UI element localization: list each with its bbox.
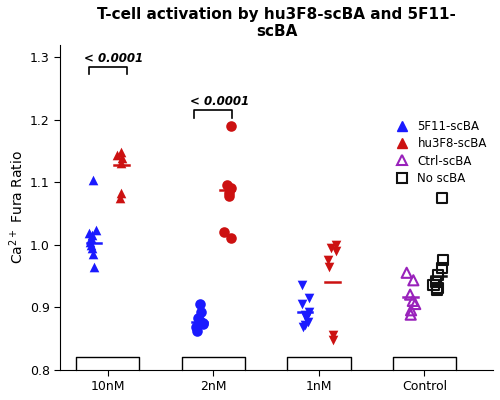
Point: [434, 285, 442, 292]
Point: [409, 298, 417, 304]
Point: [87, 242, 95, 248]
Point: [324, 257, 332, 264]
Point: [402, 270, 410, 276]
Point: [407, 307, 415, 314]
Point: [406, 292, 414, 298]
Point: [89, 251, 97, 257]
Point: [200, 321, 207, 327]
Point: [113, 152, 121, 158]
Point: [325, 263, 333, 270]
Point: [86, 238, 94, 245]
Point: [433, 286, 441, 293]
Point: [438, 194, 446, 201]
Point: [430, 282, 438, 288]
Point: [299, 324, 307, 330]
Y-axis label: Ca$^{2+}$ Fura Ratio: Ca$^{2+}$ Fura Ratio: [7, 150, 26, 264]
Point: [194, 314, 202, 321]
Point: [90, 263, 98, 270]
Point: [329, 336, 337, 343]
Point: [228, 185, 235, 192]
Point: [332, 248, 340, 254]
Point: [304, 294, 312, 301]
Point: [411, 301, 419, 307]
Point: [298, 282, 306, 288]
Title: T-cell activation by hu3F8-scBA and 5F11-
scBA: T-cell activation by hu3F8-scBA and 5F11…: [97, 7, 456, 39]
Point: [432, 279, 440, 285]
Point: [225, 193, 233, 199]
Point: [302, 322, 310, 328]
Text: < 0.0001: < 0.0001: [190, 96, 249, 108]
Point: [192, 324, 200, 330]
Point: [332, 242, 340, 248]
Point: [406, 312, 414, 318]
Point: [327, 244, 335, 251]
Point: [304, 318, 312, 325]
Point: [192, 328, 200, 334]
Point: [228, 235, 235, 242]
Point: [224, 182, 232, 188]
Point: [117, 160, 125, 167]
Point: [86, 235, 94, 242]
Point: [199, 320, 207, 326]
Point: [438, 257, 446, 264]
Point: [434, 272, 442, 278]
Point: [116, 190, 124, 197]
Point: [220, 229, 228, 235]
Point: [301, 312, 309, 318]
Point: [225, 190, 233, 197]
Text: < 0.0001: < 0.0001: [84, 52, 144, 65]
Point: [196, 318, 203, 324]
Point: [330, 332, 338, 338]
Point: [92, 227, 100, 234]
Point: [88, 232, 96, 238]
Point: [88, 244, 96, 251]
Point: [305, 308, 313, 315]
Point: [117, 149, 125, 155]
Point: [89, 177, 97, 184]
Point: [116, 194, 124, 201]
Legend: 5F11-scBA, hu3F8-scBA, Ctrl-scBA, No scBA: 5F11-scBA, hu3F8-scBA, Ctrl-scBA, No scB…: [386, 116, 492, 190]
Point: [198, 308, 205, 315]
Point: [85, 230, 93, 237]
Point: [410, 277, 418, 284]
Point: [228, 123, 235, 129]
Point: [196, 301, 204, 307]
Point: [118, 155, 126, 162]
Point: [302, 315, 310, 322]
Point: [438, 264, 446, 271]
Point: [298, 301, 306, 307]
